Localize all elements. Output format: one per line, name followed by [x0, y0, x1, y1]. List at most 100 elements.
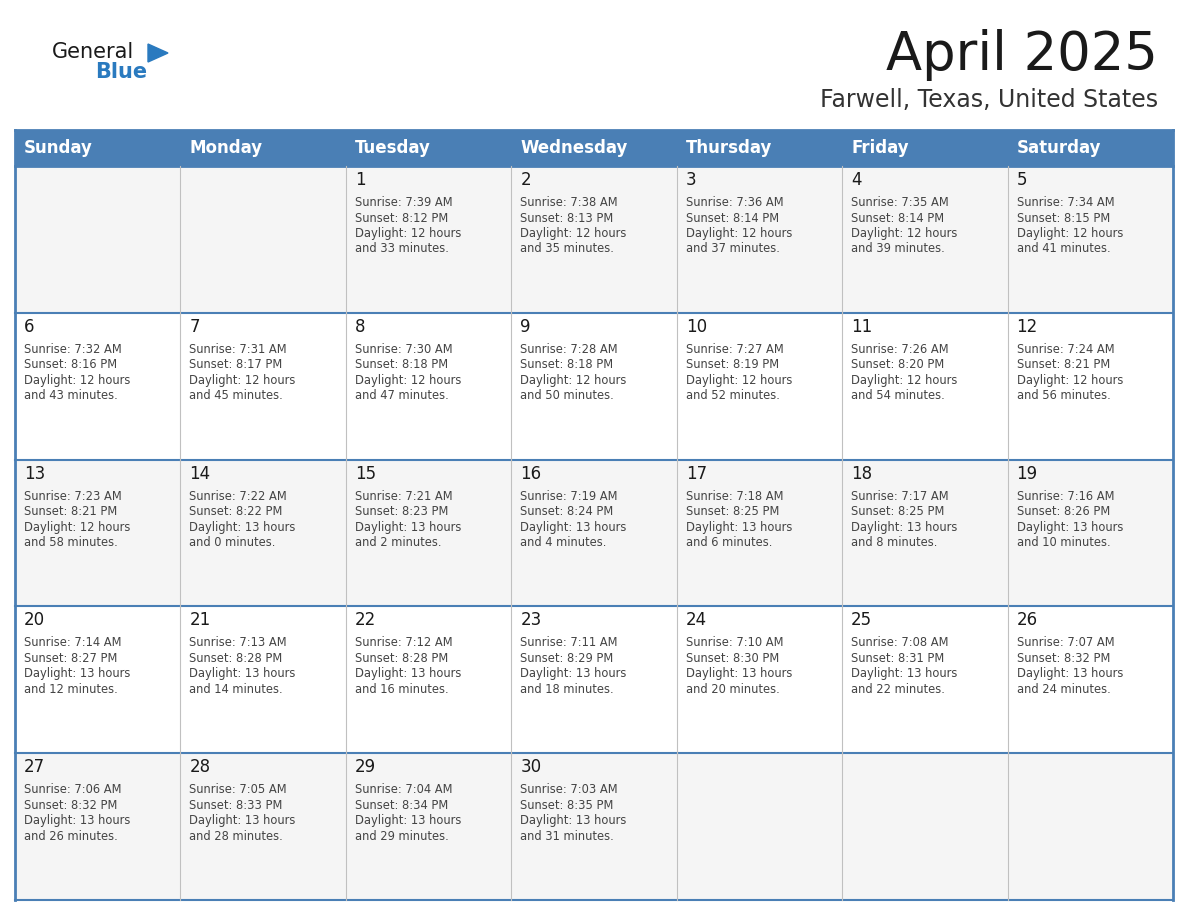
Text: Sunrise: 7:23 AM: Sunrise: 7:23 AM [24, 489, 121, 502]
Text: Daylight: 12 hours: Daylight: 12 hours [1017, 227, 1123, 240]
Text: 14: 14 [189, 465, 210, 483]
Text: Daylight: 12 hours: Daylight: 12 hours [355, 227, 461, 240]
Text: Sunset: 8:18 PM: Sunset: 8:18 PM [520, 358, 613, 371]
Text: Sunset: 8:21 PM: Sunset: 8:21 PM [24, 505, 118, 518]
Text: Sunday: Sunday [24, 139, 93, 157]
Text: Sunset: 8:16 PM: Sunset: 8:16 PM [24, 358, 118, 371]
Text: Sunset: 8:14 PM: Sunset: 8:14 PM [851, 211, 944, 225]
Text: 23: 23 [520, 611, 542, 630]
Text: Friday: Friday [851, 139, 909, 157]
Text: 19: 19 [1017, 465, 1037, 483]
Text: Sunrise: 7:19 AM: Sunrise: 7:19 AM [520, 489, 618, 502]
Text: Daylight: 12 hours: Daylight: 12 hours [1017, 374, 1123, 386]
Text: Daylight: 12 hours: Daylight: 12 hours [355, 374, 461, 386]
Text: Sunrise: 7:36 AM: Sunrise: 7:36 AM [685, 196, 783, 209]
Text: Sunset: 8:25 PM: Sunset: 8:25 PM [851, 505, 944, 518]
Text: Sunrise: 7:38 AM: Sunrise: 7:38 AM [520, 196, 618, 209]
Text: and 2 minutes.: and 2 minutes. [355, 536, 442, 549]
Text: and 18 minutes.: and 18 minutes. [520, 683, 614, 696]
Text: Sunset: 8:32 PM: Sunset: 8:32 PM [1017, 652, 1110, 665]
Text: Sunset: 8:29 PM: Sunset: 8:29 PM [520, 652, 613, 665]
Text: and 24 minutes.: and 24 minutes. [1017, 683, 1111, 696]
Text: Sunrise: 7:10 AM: Sunrise: 7:10 AM [685, 636, 783, 649]
Text: 27: 27 [24, 758, 45, 777]
Bar [15, 166, 1173, 313]
Text: Sunrise: 7:08 AM: Sunrise: 7:08 AM [851, 636, 949, 649]
Text: 5: 5 [1017, 171, 1028, 189]
Text: and 31 minutes.: and 31 minutes. [520, 830, 614, 843]
Text: 24: 24 [685, 611, 707, 630]
Text: 2: 2 [520, 171, 531, 189]
Text: Sunrise: 7:31 AM: Sunrise: 7:31 AM [189, 342, 287, 356]
Text: Farwell, Texas, United States: Farwell, Texas, United States [820, 88, 1158, 112]
Text: Sunset: 8:21 PM: Sunset: 8:21 PM [1017, 358, 1110, 371]
Text: Sunrise: 7:34 AM: Sunrise: 7:34 AM [1017, 196, 1114, 209]
Text: 20: 20 [24, 611, 45, 630]
Text: Sunrise: 7:16 AM: Sunrise: 7:16 AM [1017, 489, 1114, 502]
Text: 4: 4 [851, 171, 861, 189]
Text: Sunset: 8:12 PM: Sunset: 8:12 PM [355, 211, 448, 225]
Text: Sunset: 8:19 PM: Sunset: 8:19 PM [685, 358, 779, 371]
Text: 25: 25 [851, 611, 872, 630]
Text: Sunrise: 7:30 AM: Sunrise: 7:30 AM [355, 342, 453, 356]
Text: Sunset: 8:31 PM: Sunset: 8:31 PM [851, 652, 944, 665]
Text: April 2025: April 2025 [886, 29, 1158, 81]
Text: Tuesday: Tuesday [355, 139, 431, 157]
Text: Sunrise: 7:39 AM: Sunrise: 7:39 AM [355, 196, 453, 209]
Text: Daylight: 12 hours: Daylight: 12 hours [685, 227, 792, 240]
Text: Sunset: 8:15 PM: Sunset: 8:15 PM [1017, 211, 1110, 225]
Text: 10: 10 [685, 318, 707, 336]
Text: Sunrise: 7:13 AM: Sunrise: 7:13 AM [189, 636, 287, 649]
Text: Sunrise: 7:04 AM: Sunrise: 7:04 AM [355, 783, 453, 796]
Text: Daylight: 13 hours: Daylight: 13 hours [189, 521, 296, 533]
Text: Daylight: 12 hours: Daylight: 12 hours [685, 374, 792, 386]
Text: Daylight: 13 hours: Daylight: 13 hours [851, 521, 958, 533]
Bar [511, 130, 677, 166]
Text: Sunset: 8:18 PM: Sunset: 8:18 PM [355, 358, 448, 371]
Text: 15: 15 [355, 465, 375, 483]
Text: and 33 minutes.: and 33 minutes. [355, 242, 449, 255]
Bar [346, 130, 511, 166]
Bar [15, 130, 181, 166]
Text: and 12 minutes.: and 12 minutes. [24, 683, 118, 696]
Bar [15, 607, 1173, 753]
Text: 6: 6 [24, 318, 34, 336]
Text: Sunrise: 7:26 AM: Sunrise: 7:26 AM [851, 342, 949, 356]
Text: Sunset: 8:30 PM: Sunset: 8:30 PM [685, 652, 779, 665]
Text: Daylight: 13 hours: Daylight: 13 hours [24, 814, 131, 827]
Text: Sunrise: 7:24 AM: Sunrise: 7:24 AM [1017, 342, 1114, 356]
Text: Sunrise: 7:05 AM: Sunrise: 7:05 AM [189, 783, 287, 796]
Text: Daylight: 12 hours: Daylight: 12 hours [189, 374, 296, 386]
Text: and 0 minutes.: and 0 minutes. [189, 536, 276, 549]
Text: Sunset: 8:34 PM: Sunset: 8:34 PM [355, 799, 448, 812]
Text: Saturday: Saturday [1017, 139, 1101, 157]
Text: Sunset: 8:28 PM: Sunset: 8:28 PM [355, 652, 448, 665]
Text: Daylight: 13 hours: Daylight: 13 hours [520, 667, 626, 680]
Text: and 4 minutes.: and 4 minutes. [520, 536, 607, 549]
Text: and 39 minutes.: and 39 minutes. [851, 242, 944, 255]
Text: and 16 minutes.: and 16 minutes. [355, 683, 449, 696]
Text: Daylight: 13 hours: Daylight: 13 hours [24, 667, 131, 680]
Text: Sunset: 8:25 PM: Sunset: 8:25 PM [685, 505, 779, 518]
Text: and 54 minutes.: and 54 minutes. [851, 389, 944, 402]
Text: Sunrise: 7:03 AM: Sunrise: 7:03 AM [520, 783, 618, 796]
Text: Daylight: 13 hours: Daylight: 13 hours [189, 667, 296, 680]
Text: Sunrise: 7:12 AM: Sunrise: 7:12 AM [355, 636, 453, 649]
Text: and 37 minutes.: and 37 minutes. [685, 242, 779, 255]
Text: Sunrise: 7:14 AM: Sunrise: 7:14 AM [24, 636, 121, 649]
Text: General: General [52, 42, 134, 62]
Text: Sunrise: 7:21 AM: Sunrise: 7:21 AM [355, 489, 453, 502]
Text: and 58 minutes.: and 58 minutes. [24, 536, 118, 549]
Bar [1007, 130, 1173, 166]
Text: and 6 minutes.: and 6 minutes. [685, 536, 772, 549]
Text: 16: 16 [520, 465, 542, 483]
Text: Wednesday: Wednesday [520, 139, 627, 157]
Text: Daylight: 13 hours: Daylight: 13 hours [355, 814, 461, 827]
Bar [677, 130, 842, 166]
Text: and 20 minutes.: and 20 minutes. [685, 683, 779, 696]
Text: Sunrise: 7:18 AM: Sunrise: 7:18 AM [685, 489, 783, 502]
Text: Sunset: 8:14 PM: Sunset: 8:14 PM [685, 211, 779, 225]
Text: Daylight: 12 hours: Daylight: 12 hours [520, 374, 626, 386]
Text: 1: 1 [355, 171, 366, 189]
Text: and 8 minutes.: and 8 minutes. [851, 536, 937, 549]
